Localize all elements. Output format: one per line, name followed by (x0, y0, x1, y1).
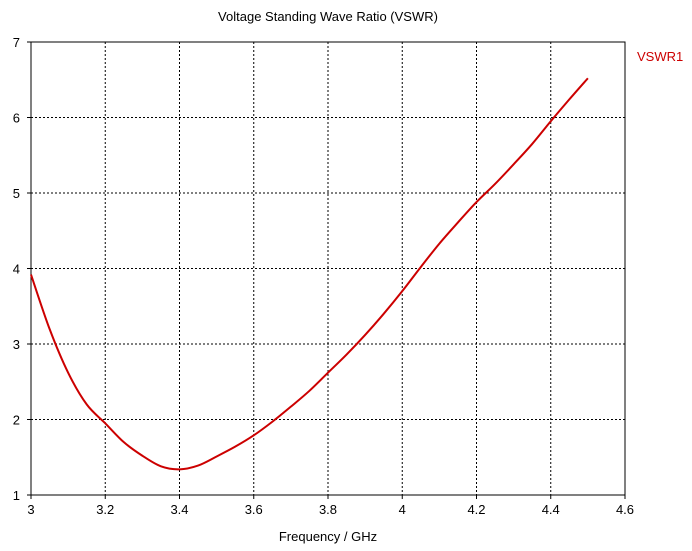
x-tick-label: 4.6 (616, 502, 634, 517)
legend-entry-vswr1: VSWR1 (637, 49, 683, 64)
y-tick-label: 2 (13, 413, 20, 428)
y-tick-label: 3 (13, 337, 20, 352)
series-line-vswr1 (30, 77, 589, 471)
y-tick-label: 7 (13, 35, 20, 50)
y-tick-label: 1 (13, 488, 20, 503)
x-tick-label: 3 (27, 502, 34, 517)
grid-lines (31, 42, 625, 495)
axis-ticks: 3 3.2 3.4 3.6 3.8 4 4.2 4.4 4.6 1 2 3 4 5 6 7 (13, 35, 634, 517)
chart-title: Voltage Standing Wave Ratio (VSWR) (218, 9, 438, 24)
y-tick-label: 4 (13, 262, 20, 277)
y-tick-label: 5 (13, 186, 20, 201)
x-tick-label: 3.6 (245, 502, 263, 517)
y-tick-label: 6 (13, 111, 20, 126)
x-tick-label: 4.4 (542, 502, 560, 517)
x-tick-label: 3.2 (96, 502, 114, 517)
series-layer (30, 77, 589, 471)
x-tick-label: 4 (399, 502, 406, 517)
x-tick-label: 4.2 (467, 502, 485, 517)
x-tick-label: 3.8 (319, 502, 337, 517)
x-axis-label: Frequency / GHz (279, 529, 377, 544)
x-tick-label: 3.4 (170, 502, 188, 517)
